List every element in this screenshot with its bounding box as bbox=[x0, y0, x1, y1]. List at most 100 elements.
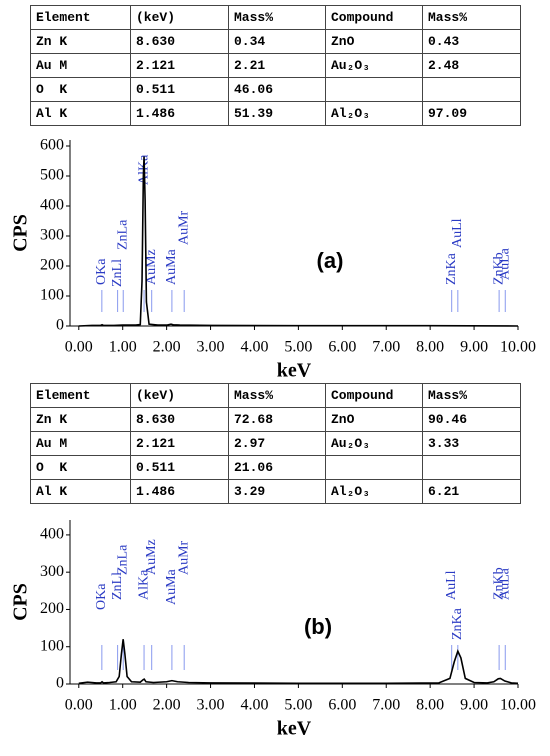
row: O K 0.511 21.06 bbox=[30, 455, 521, 480]
cell: (keV) bbox=[130, 383, 229, 408]
y-tick-label: 100 bbox=[40, 287, 64, 304]
x-tick-label: 0.00 bbox=[65, 339, 93, 356]
row: Zn K 8.630 0.34 ZnO 0.43 bbox=[30, 29, 521, 54]
cell: Al₂O₃ bbox=[325, 479, 423, 504]
x-tick-label: 9.00 bbox=[460, 339, 488, 356]
y-tick-label: 600 bbox=[40, 137, 64, 154]
spectrum-line bbox=[78, 156, 519, 327]
x-tick-label: 5.00 bbox=[284, 339, 312, 356]
x-tick-label: 1.00 bbox=[109, 339, 137, 356]
cell: 8.630 bbox=[130, 407, 229, 432]
cell: 8.630 bbox=[130, 29, 229, 54]
y-tick-label: 300 bbox=[40, 563, 64, 580]
peak-label: AuLl bbox=[450, 218, 465, 248]
cell: Al₂O₃ bbox=[325, 101, 423, 126]
cell bbox=[422, 77, 521, 102]
cell: 21.06 bbox=[228, 455, 326, 480]
cell: 97.09 bbox=[422, 101, 521, 126]
cell: 46.06 bbox=[228, 77, 326, 102]
y-axis-title: CPS bbox=[10, 214, 32, 252]
y-tick-label: 400 bbox=[40, 197, 64, 214]
table-a: Element (keV) Mass% Compound Mass% Zn K 8.630 0… bbox=[30, 5, 521, 126]
header-row: Element (keV) Mass% Compound Mass% bbox=[30, 383, 521, 408]
cell: Compound bbox=[325, 5, 423, 30]
cell: Al K bbox=[30, 101, 131, 126]
table-b: Element (keV) Mass% Compound Mass% Zn K 8.630 7… bbox=[30, 383, 521, 504]
cell bbox=[325, 455, 423, 480]
x-tick-label: 3.00 bbox=[197, 339, 225, 356]
cell: 6.21 bbox=[422, 479, 521, 504]
cell: Au M bbox=[30, 431, 131, 456]
panel-label: (b) bbox=[304, 614, 332, 639]
cell: 2.21 bbox=[228, 53, 326, 78]
peak-label: AuLa bbox=[497, 247, 512, 280]
cell: O K bbox=[30, 77, 131, 102]
y-tick-label: 200 bbox=[40, 600, 64, 617]
row: Al K 1.486 51.39 Al₂O₃ 97.09 bbox=[30, 101, 521, 126]
row: O K 0.511 46.06 bbox=[30, 77, 521, 102]
x-tick-label: 10.00 bbox=[500, 339, 536, 356]
cell: 3.33 bbox=[422, 431, 521, 456]
x-axis-title: keV bbox=[277, 718, 312, 740]
peak-label: ZnKb bbox=[491, 252, 506, 285]
peak-label: AuLa bbox=[497, 567, 512, 600]
peak-label: OKa bbox=[94, 258, 109, 285]
y-tick-label: 400 bbox=[40, 526, 64, 543]
x-tick-label: 10.00 bbox=[500, 697, 536, 714]
peak-label: AuMz bbox=[144, 249, 159, 285]
cell: 3.29 bbox=[228, 479, 326, 504]
peak-label: AuMz bbox=[144, 539, 159, 575]
x-tick-label: 6.00 bbox=[328, 339, 356, 356]
cell: 2.48 bbox=[422, 53, 521, 78]
x-tick-label: 3.00 bbox=[197, 697, 225, 714]
cell: Mass% bbox=[422, 5, 521, 30]
y-tick-label: 500 bbox=[40, 167, 64, 184]
cell: Mass% bbox=[228, 383, 326, 408]
x-tick-label: 4.00 bbox=[240, 697, 268, 714]
cell: 0.34 bbox=[228, 29, 326, 54]
y-axis-title: CPS bbox=[10, 583, 32, 621]
peak-label: ZnKa bbox=[444, 252, 459, 285]
cell: Element bbox=[30, 5, 131, 30]
peak-label: AlKa bbox=[136, 569, 151, 600]
x-tick-label: 2.00 bbox=[153, 697, 181, 714]
cell bbox=[422, 455, 521, 480]
y-tick-label: 200 bbox=[40, 257, 64, 274]
spectrum-line bbox=[78, 639, 519, 685]
row: Au M 2.121 2.97 Au₂O₃ 3.33 bbox=[30, 431, 521, 456]
cell: Au₂O₃ bbox=[325, 53, 423, 78]
peak-label: ZnLa bbox=[115, 544, 130, 575]
peak-label: AuMr bbox=[176, 540, 191, 575]
y-tick-label: 0 bbox=[56, 317, 64, 334]
cell: (keV) bbox=[130, 5, 229, 30]
x-tick-label: 7.00 bbox=[372, 339, 400, 356]
cell: Al K bbox=[30, 479, 131, 504]
x-tick-label: 6.00 bbox=[328, 697, 356, 714]
peak-label: ZnLa bbox=[115, 219, 130, 250]
panel-label: (a) bbox=[317, 248, 344, 273]
cell: 2.121 bbox=[130, 53, 229, 78]
x-tick-label: 5.00 bbox=[284, 697, 312, 714]
row: Al K 1.486 3.29 Al₂O₃ 6.21 bbox=[30, 479, 521, 504]
peak-label: AuMa bbox=[164, 568, 179, 605]
x-tick-label: 2.00 bbox=[153, 339, 181, 356]
y-tick-label: 100 bbox=[40, 637, 64, 654]
x-tick-label: 4.00 bbox=[240, 339, 268, 356]
cell: O K bbox=[30, 455, 131, 480]
peak-label: ZnKb bbox=[491, 567, 506, 600]
cell: Mass% bbox=[422, 383, 521, 408]
x-tick-label: 8.00 bbox=[416, 339, 444, 356]
peak-label: ZnLl bbox=[110, 259, 125, 287]
x-axis-title: keV bbox=[277, 360, 312, 382]
cell: 0.511 bbox=[130, 77, 229, 102]
x-tick-label: 8.00 bbox=[416, 697, 444, 714]
header-row: Element (keV) Mass% Compound Mass% bbox=[30, 5, 521, 30]
row: Au M 2.121 2.21 Au₂O₃ 2.48 bbox=[30, 53, 521, 78]
cell: ZnO bbox=[325, 29, 423, 54]
peak-label: AuMa bbox=[164, 248, 179, 285]
peak-label: ZnKa bbox=[450, 607, 465, 640]
peak-label: ZnLl bbox=[110, 572, 125, 600]
y-tick-label: 0 bbox=[56, 675, 64, 692]
cell: 90.46 bbox=[422, 407, 521, 432]
